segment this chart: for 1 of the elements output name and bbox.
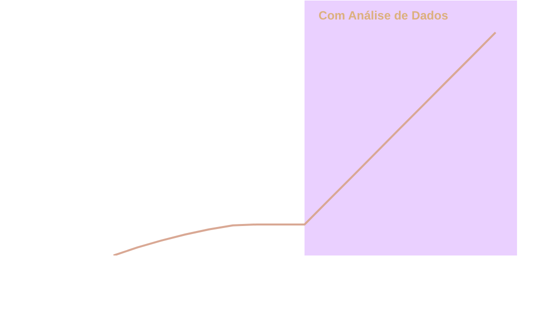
text: Com Análise de Dados — [318, 8, 448, 22]
